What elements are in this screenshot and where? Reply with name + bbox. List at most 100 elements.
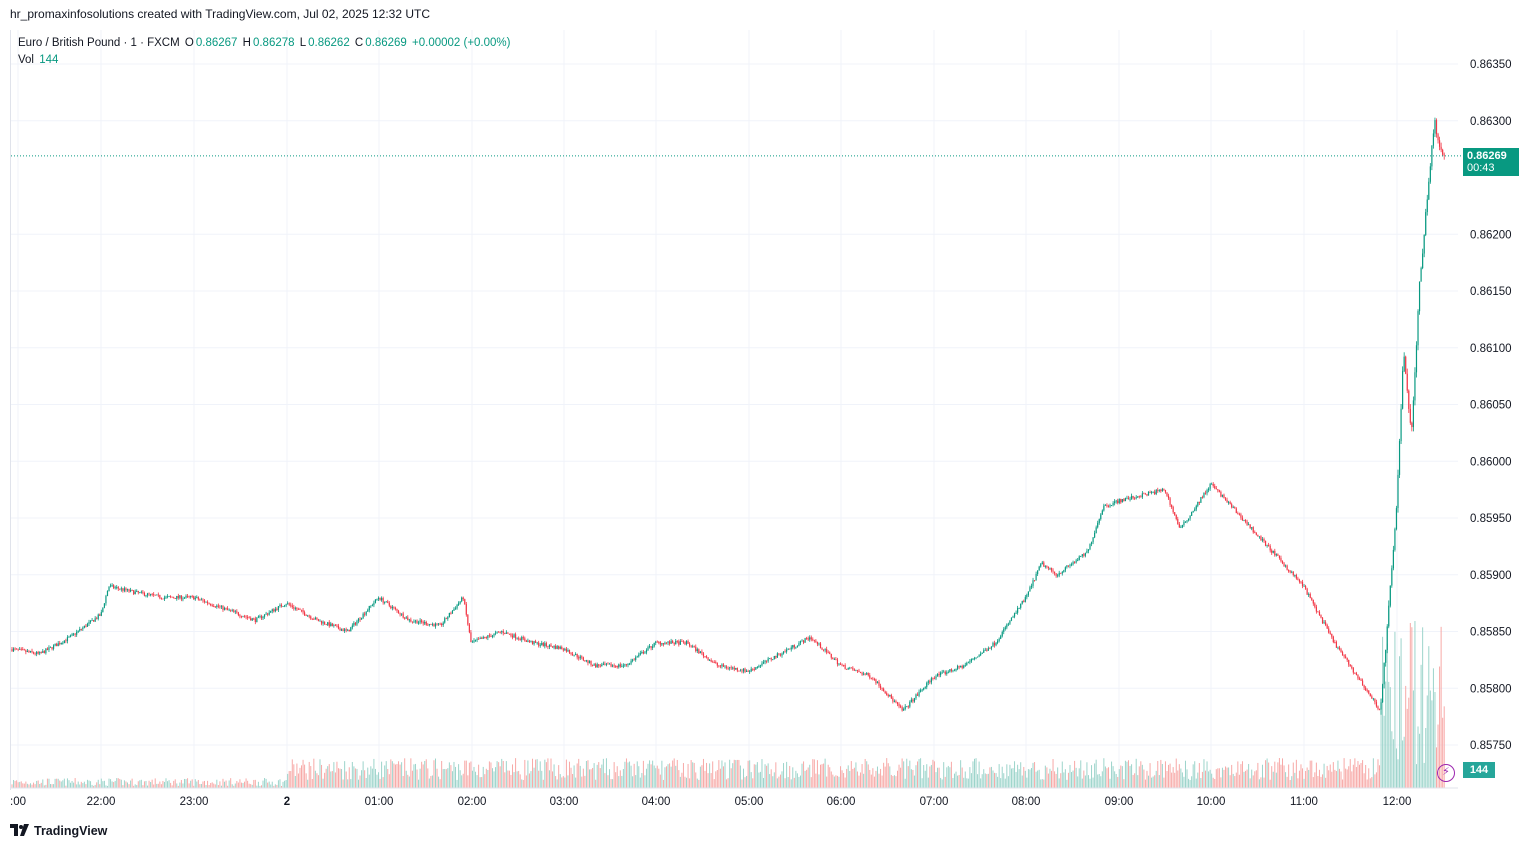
candle-body bbox=[320, 620, 323, 624]
volume-bar bbox=[398, 761, 400, 788]
volume-bar bbox=[943, 762, 945, 788]
candle-body bbox=[747, 670, 749, 672]
candle-body bbox=[88, 622, 90, 624]
candle-body bbox=[231, 610, 233, 612]
candle-body bbox=[1246, 521, 1248, 525]
volume-bar bbox=[294, 775, 296, 788]
candle-body bbox=[99, 614, 101, 616]
candle-body bbox=[1328, 628, 1330, 633]
volume-bar bbox=[596, 764, 598, 788]
candle-body bbox=[1197, 501, 1199, 506]
candle-body bbox=[1041, 562, 1043, 565]
volume-bar bbox=[1280, 764, 1282, 788]
volume-bar bbox=[904, 778, 906, 788]
volume-bar bbox=[367, 767, 369, 788]
volume-bar bbox=[542, 779, 544, 788]
candle-body bbox=[105, 596, 107, 604]
candle-body bbox=[641, 651, 643, 654]
legend-open: 0.86267 bbox=[195, 37, 238, 49]
volume-bar bbox=[1041, 779, 1043, 788]
volume-bar bbox=[944, 776, 946, 788]
volume-bar bbox=[553, 764, 555, 788]
x-tick-label: 03:00 bbox=[550, 796, 579, 808]
candle-body bbox=[247, 617, 249, 618]
volume-bar bbox=[1335, 771, 1337, 788]
candle-body bbox=[864, 673, 866, 675]
candle-body bbox=[655, 641, 657, 643]
chart-frame[interactable] bbox=[10, 30, 1459, 790]
volume-bar bbox=[1368, 768, 1370, 788]
footer-brand[interactable]: TradingView bbox=[10, 824, 107, 839]
candle-body bbox=[76, 631, 78, 635]
candle-body bbox=[1201, 497, 1204, 498]
candle-body bbox=[1220, 491, 1222, 497]
candle-body bbox=[156, 594, 158, 596]
volume-layer bbox=[11, 621, 1445, 788]
volume-bar bbox=[19, 781, 21, 788]
candle-body bbox=[618, 664, 620, 668]
candle-body bbox=[373, 602, 375, 606]
volume-bar bbox=[1021, 775, 1023, 788]
candle-body bbox=[636, 656, 638, 658]
volume-bar bbox=[872, 768, 874, 788]
volume-bar bbox=[1437, 724, 1439, 788]
candle-body bbox=[425, 622, 427, 625]
volume-bar bbox=[900, 767, 902, 788]
volume-bar bbox=[1106, 768, 1108, 788]
candle-body bbox=[1255, 532, 1257, 535]
legend-volume-row: Vol 144 bbox=[18, 52, 512, 69]
volume-bar bbox=[1049, 768, 1051, 788]
candle-body bbox=[770, 658, 772, 660]
volume-bar bbox=[927, 777, 929, 788]
candle-body bbox=[23, 649, 25, 651]
volume-bar bbox=[1114, 771, 1116, 788]
volume-bar bbox=[547, 758, 549, 788]
volume-bar bbox=[26, 783, 28, 788]
candle-body bbox=[62, 643, 64, 644]
candle-body bbox=[973, 658, 976, 660]
volume-bar bbox=[541, 770, 543, 788]
candle-body bbox=[345, 629, 347, 631]
candle-body bbox=[755, 667, 757, 670]
volume-bar bbox=[892, 775, 894, 788]
volume-bar bbox=[1183, 776, 1185, 788]
volume-bar bbox=[604, 773, 606, 788]
candle-body bbox=[470, 632, 472, 643]
candle-body bbox=[1320, 615, 1322, 618]
volume-bar bbox=[633, 763, 635, 788]
volume-bar bbox=[1205, 770, 1206, 788]
candle-body bbox=[638, 654, 640, 657]
volume-bar bbox=[1429, 690, 1431, 788]
candle-body bbox=[205, 601, 207, 603]
candle-body bbox=[1434, 120, 1436, 134]
volume-bar bbox=[106, 785, 108, 788]
volume-bar bbox=[316, 773, 318, 788]
candle-body bbox=[946, 672, 948, 674]
candle-body bbox=[28, 651, 30, 653]
lightning-icon[interactable]: ⚡ bbox=[1437, 764, 1455, 782]
volume-bar bbox=[62, 780, 64, 788]
candle-body bbox=[1340, 649, 1342, 653]
volume-bar bbox=[632, 776, 634, 788]
candle-body bbox=[1431, 145, 1433, 167]
volume-bar bbox=[1058, 778, 1060, 788]
volume-bar bbox=[461, 775, 463, 788]
volume-bar bbox=[279, 779, 281, 788]
candle-body bbox=[1181, 525, 1183, 528]
volume-bar bbox=[490, 762, 492, 788]
candle-body bbox=[165, 596, 167, 598]
x-tick-label: 04:00 bbox=[642, 796, 671, 808]
legend-close: 0.86269 bbox=[365, 37, 407, 49]
volume-bar bbox=[1101, 771, 1103, 788]
volume-bar bbox=[980, 778, 982, 788]
volume-bar bbox=[373, 758, 375, 788]
candle-body bbox=[448, 613, 450, 618]
candle-body bbox=[1423, 234, 1425, 254]
volume-bar bbox=[1352, 764, 1354, 788]
candle-body bbox=[319, 620, 321, 622]
candle-body bbox=[827, 652, 829, 654]
candle-body bbox=[738, 670, 740, 672]
volume-bar bbox=[539, 761, 541, 788]
volume-bar bbox=[756, 762, 758, 788]
